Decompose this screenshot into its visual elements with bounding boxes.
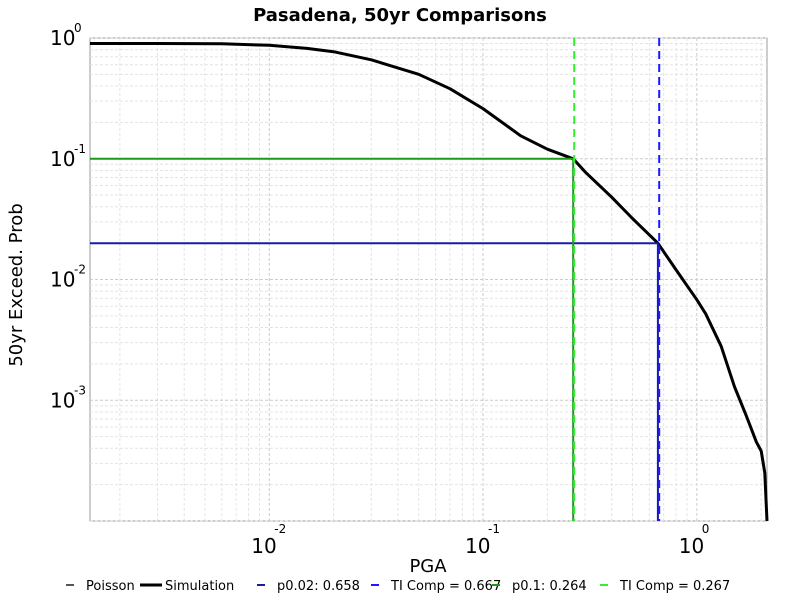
series-line xyxy=(90,42,769,522)
legend-label: TI Comp = 0.267 xyxy=(619,579,730,594)
x-tick-exponent: 0 xyxy=(702,522,710,536)
y-tick-exponent: -1 xyxy=(74,142,86,156)
x-tick-exponent: -2 xyxy=(274,522,286,536)
legend-label: p0.1: 0.264 xyxy=(512,579,587,594)
y-tick-label: 10 xyxy=(50,388,75,412)
legend-label: p0.02: 0.658 xyxy=(277,579,360,594)
x-tick-label: 10 xyxy=(465,534,490,558)
legend-label: Simulation xyxy=(165,579,234,594)
y-tick-label: 10 xyxy=(50,268,75,292)
y-tick-exponent: -2 xyxy=(74,263,86,277)
x-tick-exponent: -1 xyxy=(488,522,500,536)
y-tick-exponent: -3 xyxy=(74,383,86,397)
x-tick-label: 10 xyxy=(251,534,276,558)
y-tick-exponent: 0 xyxy=(74,21,82,35)
legend-label: Poisson xyxy=(86,579,135,594)
y-axis-label: 50yr Exceed. Prob xyxy=(6,203,27,366)
plot-area xyxy=(89,37,769,522)
x-axis-label: PGA xyxy=(409,556,447,577)
legend: Poisson Simulation p0.02: 0.658 TI Comp = 0… xyxy=(66,579,730,594)
y-tick-label: 10 xyxy=(50,147,75,171)
legend-label: TI Comp = 0.667 xyxy=(390,579,501,594)
series-line xyxy=(90,242,659,521)
y-tick-label: 10 xyxy=(50,26,75,50)
series-layer xyxy=(90,38,769,522)
chart-title: Pasadena, 50yr Comparisons xyxy=(253,5,547,26)
x-tick-label: 10 xyxy=(679,534,704,558)
